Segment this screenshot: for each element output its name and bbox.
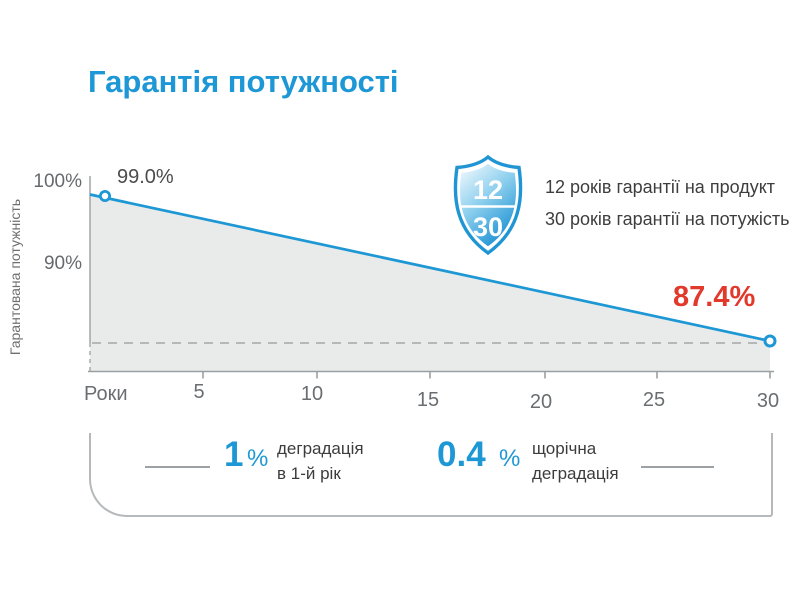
x-axis-ticks	[202, 372, 771, 379]
shield-body	[459, 163, 517, 247]
shield-top-number: 12	[473, 175, 503, 205]
area-fill	[90, 194, 770, 371]
stat1-dash-line	[145, 466, 210, 468]
stat2-unit: %	[499, 445, 521, 472]
end-value-label: 87.4%	[673, 281, 756, 313]
stat2-dash-line	[641, 466, 714, 468]
warranty-product-line: 12 років гарантії на продукт	[545, 177, 776, 197]
start-value-label: 99.0%	[117, 166, 174, 188]
start-point-marker	[99, 189, 112, 202]
stats-outline-box	[89, 433, 773, 517]
warranty-shield-icon: 12 30	[453, 154, 523, 256]
stat2-value: 0.4	[437, 435, 486, 474]
y-tick-90: 90%	[43, 253, 82, 274]
x-tick-15: 15	[416, 389, 440, 411]
stat2-desc-line1: щорічна	[532, 439, 597, 458]
x-tick-20: 20	[529, 391, 553, 413]
x-tick-30: 30	[756, 390, 780, 412]
x-axis-label: Роки	[84, 383, 128, 405]
x-tick-5: 5	[193, 381, 205, 403]
stat1-desc-line2: в 1-й рік	[277, 464, 341, 483]
stat2-desc-line2: деградація	[532, 464, 619, 483]
stat1-value: 1	[224, 435, 244, 474]
degradation-line	[89, 193, 771, 343]
x-tick-25: 25	[642, 389, 666, 411]
warranty-text-block: 12 років гарантії на продукт 30 років га…	[545, 171, 790, 235]
end-point-marker	[763, 334, 777, 348]
y-axis-label: Гарантована потужність	[7, 198, 23, 356]
stat2-description: щорічна деградація	[532, 436, 619, 486]
page-title: Гарантія потужності	[88, 64, 399, 99]
stat1-description: деградація в 1-й рік	[277, 436, 364, 486]
warranty-power-line: 30 років гарантії на потужість	[545, 209, 790, 229]
y-tick-100: 100%	[33, 171, 82, 192]
shield-bottom-number: 30	[473, 212, 503, 242]
stat1-unit: %	[247, 445, 269, 472]
stat1-desc-line1: деградація	[277, 439, 364, 458]
x-tick-10: 10	[300, 383, 324, 405]
